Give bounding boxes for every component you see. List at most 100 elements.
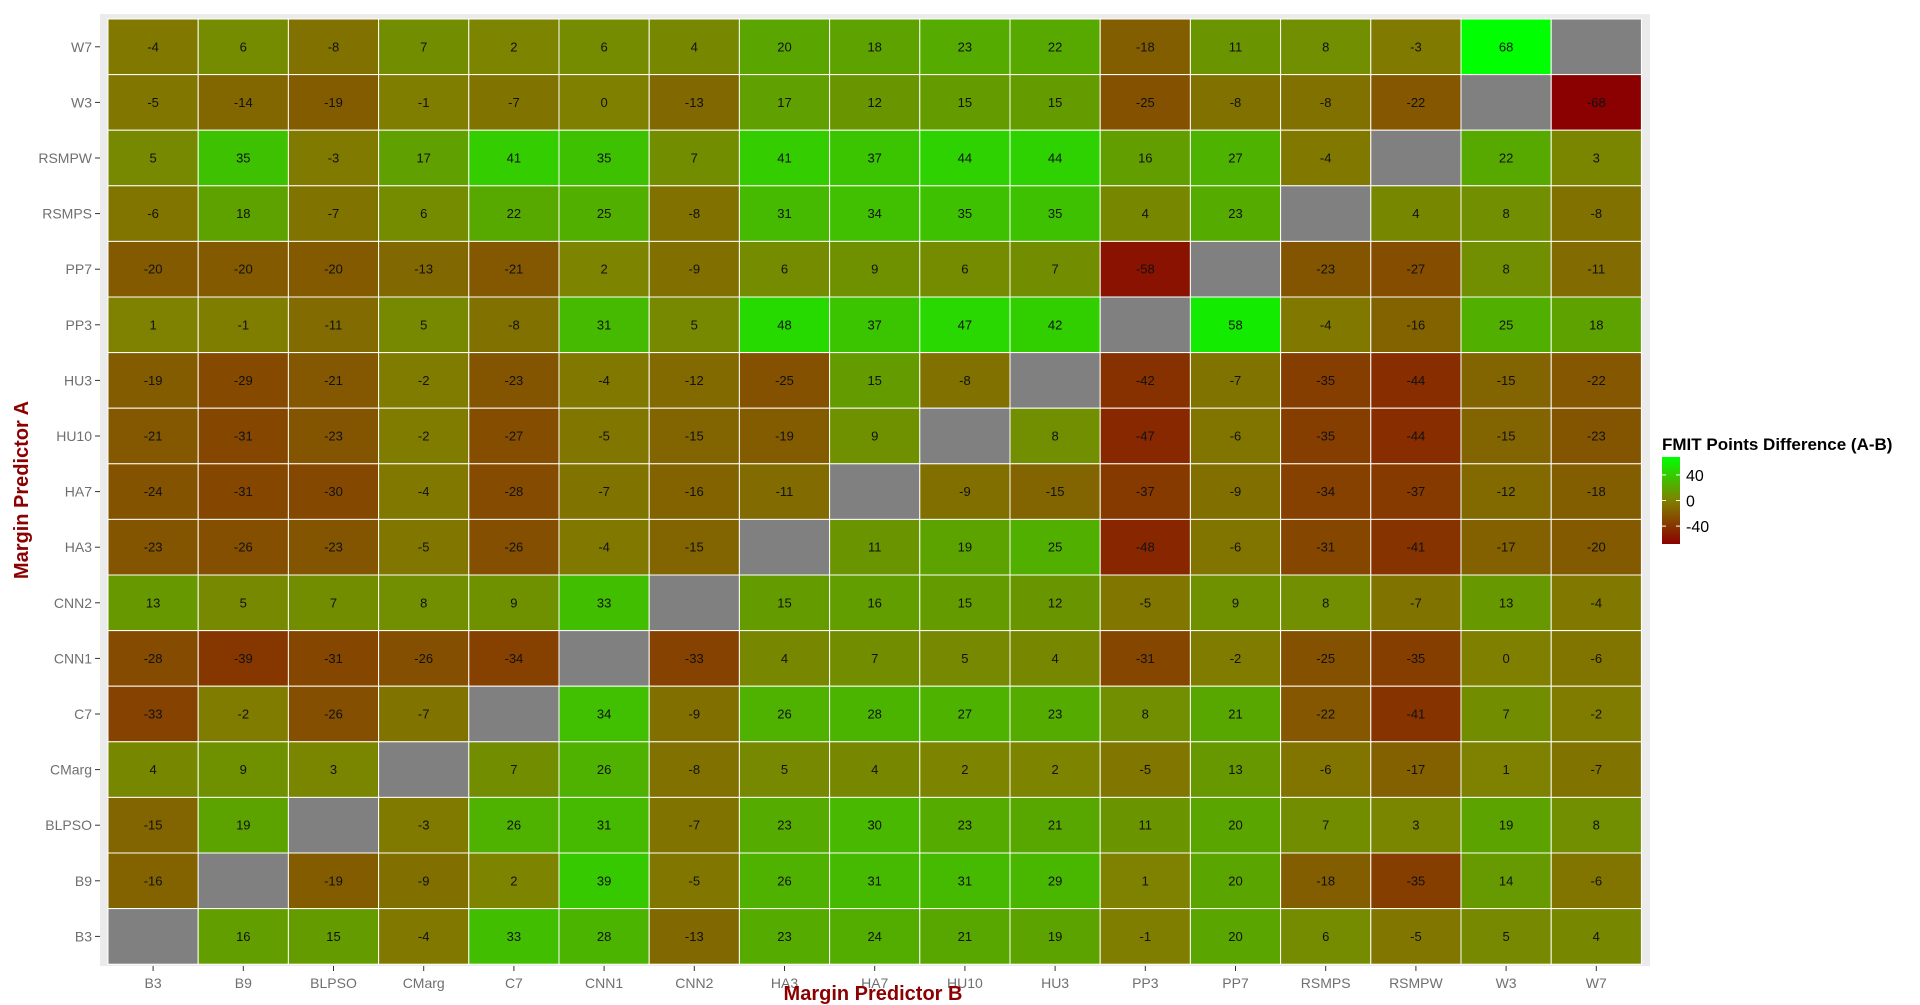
cell-value-label: 2 xyxy=(510,39,517,54)
heatmap-cell-C7-W7 xyxy=(1550,685,1642,743)
heatmap-cell-PP3-B9 xyxy=(197,296,289,354)
cell-value-label: 19 xyxy=(236,818,250,833)
heatmap-cell-RSMPW-RSMPW xyxy=(1370,129,1462,187)
heatmap-cell-HA3-RSMPS xyxy=(1280,518,1372,576)
heatmap-cell-CNN2-BLPSO xyxy=(287,574,380,632)
heatmap-cell-HA7-RSMPW xyxy=(1370,463,1462,520)
cell-value-label: -31 xyxy=(1316,540,1335,555)
heatmap-cell-W3-C7 xyxy=(468,74,560,131)
cell-value-label: -17 xyxy=(1497,540,1516,555)
heatmap-cell-RSMPW-RSMPS xyxy=(1280,129,1372,187)
heatmap-cell-W3-PP3 xyxy=(1099,74,1191,131)
heatmap-cell-CNN1-RSMPS xyxy=(1280,630,1372,687)
cell-value-label: 44 xyxy=(958,151,972,166)
heatmap-cell-W3-CNN2 xyxy=(648,74,740,131)
heatmap-cell-HA3-CNN2 xyxy=(648,518,740,576)
heatmap-cell-PP7-HA7 xyxy=(829,240,921,298)
cell-value-label: 28 xyxy=(597,929,611,944)
cell-value-label: -48 xyxy=(1136,540,1155,555)
cell-value-label: -21 xyxy=(324,373,343,388)
cell-value-label: 1 xyxy=(149,317,156,332)
heatmap-cell-B3-CMarg xyxy=(378,908,470,965)
heatmap-cell-W3-HA3 xyxy=(738,74,831,131)
heatmap-cell-PP7-PP3 xyxy=(1099,240,1191,298)
heatmap-cell-BLPSO-C7 xyxy=(468,796,560,854)
cell-value-label: 26 xyxy=(777,873,791,888)
heatmap-cell-HU3-PP3 xyxy=(1099,352,1191,409)
cell-value-label: 26 xyxy=(777,707,791,722)
heatmap-cell-W7-HA7 xyxy=(829,18,921,76)
x-tick-label: HA3 xyxy=(771,975,798,991)
heatmap-cell-PP3-W3 xyxy=(1460,296,1552,354)
cell-value-label: 12 xyxy=(1048,595,1062,610)
heatmap-cell-RSMPW-CNN2 xyxy=(648,129,740,187)
cell-value-label: 2 xyxy=(1051,762,1058,777)
cell-value-label: 5 xyxy=(420,317,427,332)
cell-value-label: -14 xyxy=(234,95,253,110)
cell-value-label: -58 xyxy=(1136,262,1155,277)
heatmap-cell-HA7-PP3 xyxy=(1099,463,1191,520)
heatmap-cell-W7-W3 xyxy=(1460,18,1552,76)
heatmap-cell-BLPSO-PP7 xyxy=(1189,796,1282,854)
cell-value-label: 13 xyxy=(146,595,160,610)
cell-value-label: 34 xyxy=(597,707,611,722)
heatmap-cell-HU3-CNN1 xyxy=(558,352,650,409)
cell-value-label: -25 xyxy=(1316,651,1335,666)
heatmap-cell-BLPSO-HU10 xyxy=(919,796,1011,854)
cell-value-label: -26 xyxy=(234,540,253,555)
heatmap-cell-B3-B3 xyxy=(107,908,199,965)
cell-value-label: 22 xyxy=(1048,39,1062,54)
cell-value-label: 16 xyxy=(867,595,881,610)
cell-value-label: -68 xyxy=(1587,95,1606,110)
cell-value-label: 9 xyxy=(1232,595,1239,610)
cell-value-label: -16 xyxy=(685,484,704,499)
cell-value-label: -24 xyxy=(144,484,163,499)
cell-value-label: -2 xyxy=(418,429,430,444)
cell-value-label: 8 xyxy=(1593,818,1600,833)
heatmap-cells xyxy=(107,18,1642,965)
cell-value-label: 30 xyxy=(867,818,881,833)
cell-value-label: 4 xyxy=(1051,651,1058,666)
cell-value-label: 11 xyxy=(1229,39,1243,54)
cell-value-label: -13 xyxy=(414,262,433,277)
heatmap-cell-CNN2-RSMPW xyxy=(1370,574,1462,632)
cell-value-label: -33 xyxy=(144,707,163,722)
heatmap-cell-HU3-C7 xyxy=(468,352,560,409)
legend-tick-label: 0 xyxy=(1686,494,1695,511)
heatmap-cell-CMarg-HA7 xyxy=(829,741,921,798)
cell-value-label: -44 xyxy=(1407,373,1426,388)
heatmap-cell-HA7-CNN2 xyxy=(648,463,740,520)
cell-value-label: 4 xyxy=(149,762,156,777)
heatmap-cell-CNN1-HA3 xyxy=(738,630,831,687)
heatmap-cell-RSMPW-W3 xyxy=(1460,129,1552,187)
cell-value-label: -1 xyxy=(418,95,430,110)
heatmap-cell-HU3-HU3 xyxy=(1009,352,1101,409)
heatmap-cell-CMarg-CNN1 xyxy=(558,741,650,798)
cell-value-label: 16 xyxy=(1138,151,1152,166)
cell-value-label: -6 xyxy=(1591,873,1603,888)
cell-value-label: -9 xyxy=(959,484,971,499)
cell-value-label: 8 xyxy=(1322,39,1329,54)
cell-value-label: -7 xyxy=(1591,762,1603,777)
x-tick-label: CNN1 xyxy=(585,975,623,991)
cell-value-label: -11 xyxy=(1587,262,1605,277)
cell-value-label: -9 xyxy=(689,262,701,277)
cell-value-label: -39 xyxy=(234,651,253,666)
cell-value-label: -2 xyxy=(418,373,430,388)
cell-value-label: 5 xyxy=(691,317,698,332)
legend-colorbar xyxy=(1662,457,1680,544)
cell-value-label: -23 xyxy=(1587,429,1606,444)
cell-value-label: -4 xyxy=(598,373,610,388)
legend-tick-label: -40 xyxy=(1686,519,1709,536)
cell-value-label: 6 xyxy=(420,206,427,221)
heatmap-cell-HU3-B9 xyxy=(197,352,289,409)
heatmap-cell-CNN2-W7 xyxy=(1550,574,1642,632)
heatmap-cell-BLPSO-RSMPW xyxy=(1370,796,1462,854)
heatmap-cell-HA7-W7 xyxy=(1550,463,1642,520)
heatmap-cell-CMarg-RSMPS xyxy=(1280,741,1372,798)
cell-value-label: -4 xyxy=(1591,595,1603,610)
cell-value-label: -5 xyxy=(1410,929,1422,944)
heatmap-cell-CMarg-B3 xyxy=(107,741,199,798)
heatmap-cell-CMarg-HU3 xyxy=(1009,741,1101,798)
heatmap-cell-C7-HA7 xyxy=(829,685,921,743)
